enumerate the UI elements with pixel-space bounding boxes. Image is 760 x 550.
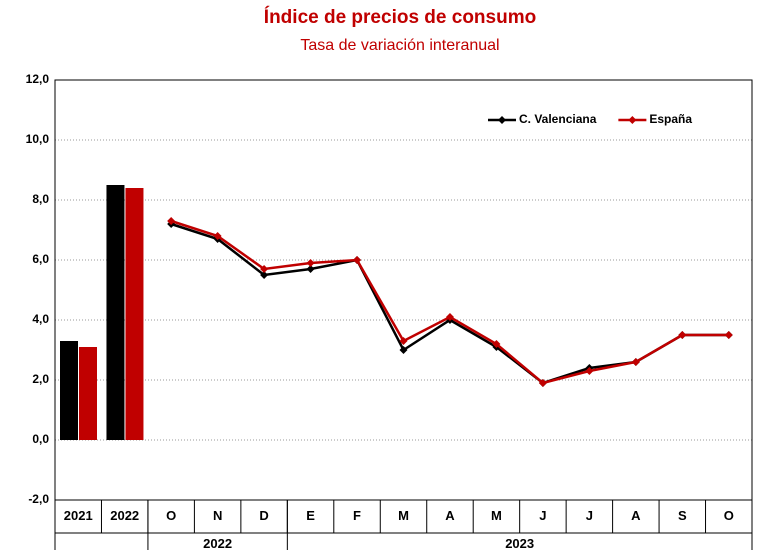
series-marker xyxy=(260,265,269,273)
bar xyxy=(106,185,125,440)
x-tick-label: O xyxy=(724,508,734,523)
x-tick-label: D xyxy=(259,508,268,523)
y-tick-label: 4,0 xyxy=(32,312,49,326)
legend-label: C. Valenciana xyxy=(519,112,597,126)
plot-border xyxy=(54,79,753,501)
legend-marker xyxy=(628,116,637,124)
chart-subtitle: Tasa de variación interanual xyxy=(300,37,499,54)
y-tick-label: -2,0 xyxy=(28,492,49,506)
series-marker xyxy=(538,379,547,387)
chart-title: Índice de precios de consumo xyxy=(264,6,536,28)
series-marker xyxy=(445,313,454,321)
x-tick-label: A xyxy=(445,508,455,523)
x-tick-label: J xyxy=(539,508,546,523)
legend-marker xyxy=(498,116,506,124)
x-tick-label: S xyxy=(678,508,687,523)
series-marker xyxy=(306,265,315,273)
series-marker xyxy=(724,331,733,339)
x-tick-label: N xyxy=(213,508,222,523)
series-marker xyxy=(678,331,687,339)
series-marker xyxy=(213,232,222,240)
x-tick-label: O xyxy=(166,508,176,523)
series-marker xyxy=(260,271,269,279)
x-tick-label: 2021 xyxy=(64,508,93,523)
group-label: 2022 xyxy=(203,536,232,550)
bar xyxy=(79,347,97,440)
series-marker xyxy=(353,256,362,264)
x-tick-label: A xyxy=(631,508,641,523)
series-line xyxy=(170,219,729,385)
bar xyxy=(125,188,144,440)
x-tick-label: J xyxy=(586,508,593,523)
x-tick-label: 2022 xyxy=(110,508,139,523)
series-marker xyxy=(631,358,640,366)
x-tick-label: F xyxy=(353,508,361,523)
y-tick-label: 0,0 xyxy=(32,432,49,446)
y-tick-label: 10,0 xyxy=(26,132,50,146)
series-marker xyxy=(492,340,501,348)
x-tick-label: M xyxy=(398,508,409,523)
group-label: 2023 xyxy=(505,536,534,550)
y-tick-label: 2,0 xyxy=(32,372,49,386)
x-tick-label: M xyxy=(491,508,502,523)
series-marker xyxy=(306,259,315,267)
y-tick-label: 12,0 xyxy=(26,72,50,86)
series-line xyxy=(170,222,729,385)
x-tick-label: E xyxy=(306,508,315,523)
bar xyxy=(60,341,78,440)
series-marker xyxy=(585,367,594,375)
legend-label: España xyxy=(649,112,692,126)
y-tick-label: 8,0 xyxy=(32,192,49,206)
y-tick-label: 6,0 xyxy=(32,252,49,266)
series-marker xyxy=(399,337,408,345)
series-marker xyxy=(167,217,176,225)
series-marker xyxy=(399,346,408,354)
